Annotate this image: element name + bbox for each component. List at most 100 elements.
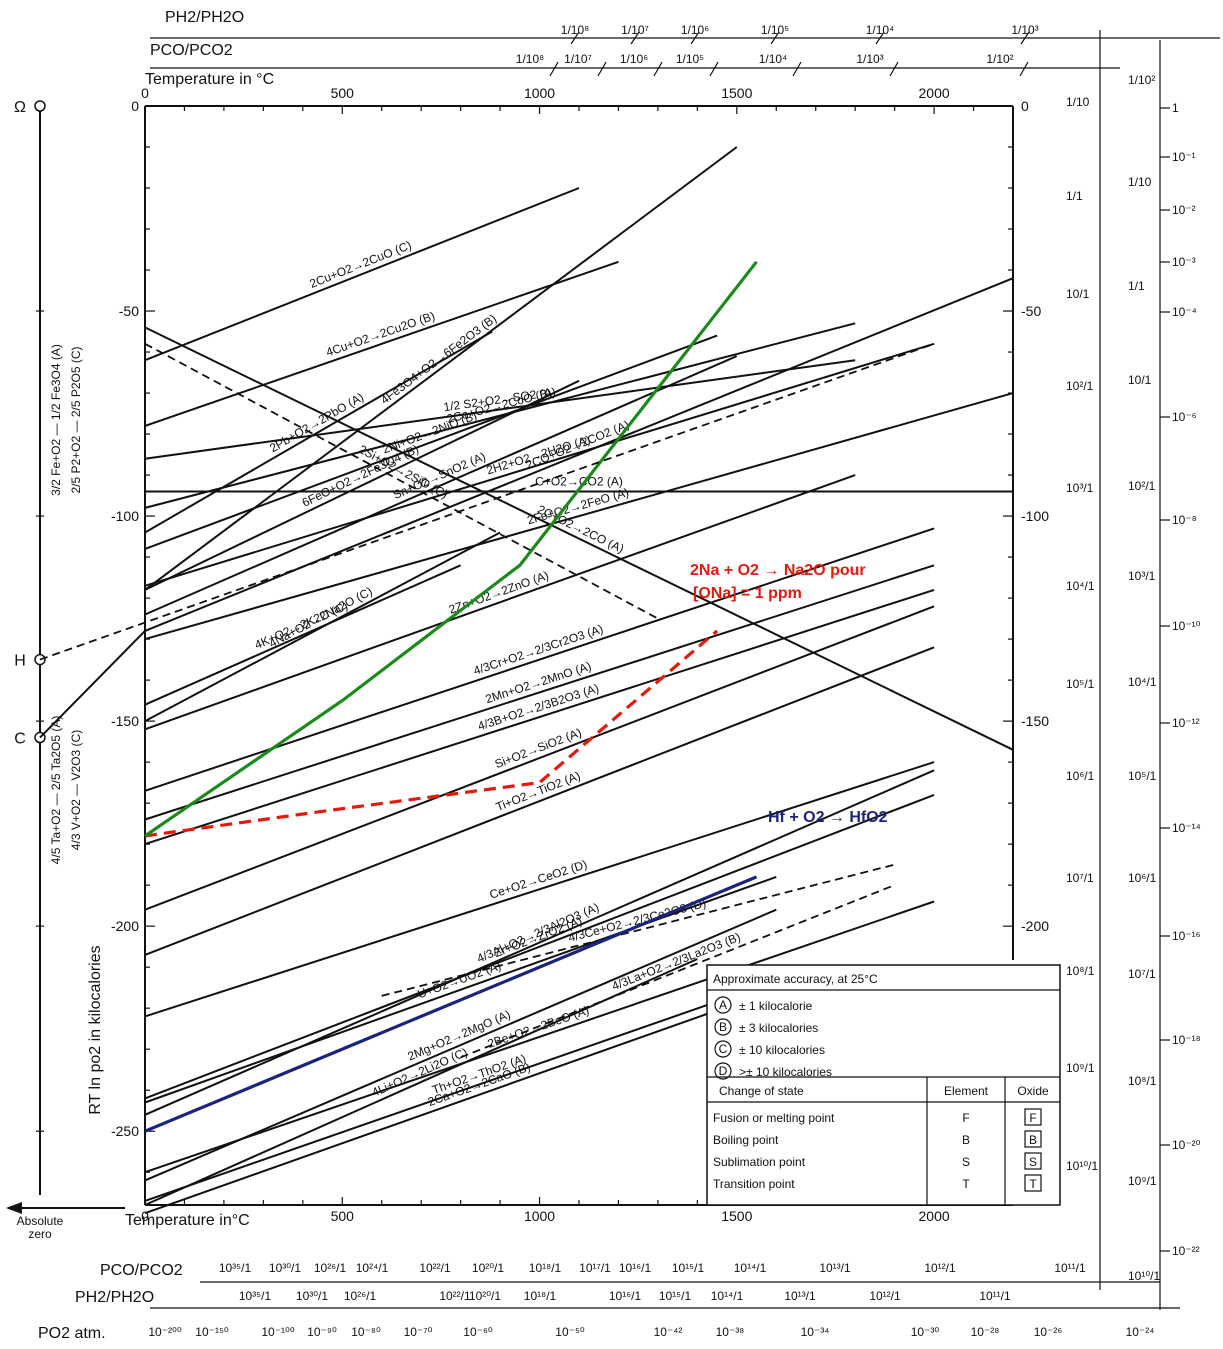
legend-state-oxide: B [1029, 1133, 1037, 1147]
legend-symbol: A [719, 998, 727, 1012]
right-middle-label: 10²/1 [1128, 479, 1156, 493]
bottom-po2-tick-label: 10⁻⁹⁰ [307, 1325, 337, 1339]
series-line-34 [144, 629, 719, 838]
legend-state-element: F [962, 1111, 969, 1125]
top-scale-pco-label: PCO/PCO2 [150, 42, 233, 59]
x-tick-label-top: 0 [141, 85, 149, 101]
series-label-17: 4Na+O2→2Na2O (C) [267, 584, 375, 650]
right-middle-label: 1/10 [1128, 175, 1152, 189]
right-inner-label: 10¹⁰/1 [1066, 1159, 1098, 1173]
bottom-po2-tick-label: 10⁻¹⁰⁰ [261, 1325, 294, 1339]
y-tick-label: -100 [111, 508, 139, 524]
right-outer-label: 10⁻¹ [1172, 150, 1196, 164]
top-ph2-tick-label: 1/10⁸ [561, 23, 589, 37]
bottom-po2-tick-label: 10⁻⁶⁰ [463, 1325, 493, 1339]
series-line-26 [381, 863, 895, 997]
bottom-po2-tick-label: 10⁻³⁴ [801, 1325, 830, 1339]
legend-element-header: Element [944, 1084, 989, 1098]
series-line-21 [144, 605, 935, 911]
absolute-zero-arrowhead [6, 1202, 22, 1214]
bottom-ph2-tick-label: 10³⁵/1 [239, 1289, 272, 1303]
legend-row-text: >± 10 kilocalories [739, 1065, 832, 1079]
bottom-ph2-tick-label: 10³⁰/1 [296, 1289, 328, 1303]
bottom-po2-tick-label: 10⁻⁸⁰ [351, 1325, 381, 1339]
right-middle-label: 10⁵/1 [1128, 769, 1157, 783]
right-outer-label: 10⁻² [1172, 203, 1196, 217]
legend-state-element: S [962, 1155, 970, 1169]
top-ph2-tick-label: 1/10³ [1011, 23, 1038, 37]
series-line-25 [144, 761, 935, 1018]
series-label-25: Ce+O2→CeO2 (D) [488, 857, 589, 902]
legend: Approximate accuracy, at 25°C A ± 1 kiloca… [706, 964, 1061, 1206]
left-annotation-0: 3/2 Fe+O2 — 1/2 Fe3O4 (A) [49, 344, 63, 496]
series-line-33 [144, 974, 817, 1215]
right-middle-label: 10³/1 [1128, 569, 1156, 583]
bottom-pco-tick-label: 10¹⁶/1 [619, 1261, 652, 1275]
left-annotation-1: 2/5 P2+O2 — 2/5 P2O5 (C) [69, 346, 83, 493]
legend-state-text: Boiling point [713, 1133, 779, 1147]
series-label-1: 2Cu+O2→2CuO (C) [308, 238, 414, 291]
right-middle-label: 10⁶/1 [1128, 871, 1157, 885]
legend-symbol: B [719, 1020, 727, 1034]
top-pco-tick [1019, 61, 1029, 77]
right-tick-label: -50 [1021, 303, 1041, 319]
series-line-8 [144, 322, 856, 509]
legend-state-box [1024, 1174, 1042, 1192]
annotation-red-2: [ONa] = 1 ppm [693, 585, 802, 602]
bottom-po2-label: PO2 atm. [38, 1325, 106, 1342]
series-line-3 [144, 330, 493, 534]
right-outer-label: 10⁻¹⁸ [1172, 1033, 1201, 1047]
series-label-22: Ti+O2→TiO2 (A) [494, 769, 582, 815]
y-axis-label: RT ln po2 in kilocalories [87, 945, 104, 1114]
right-outer-label: 1 [1172, 101, 1179, 115]
top-pco-tick [709, 61, 719, 77]
series-line-15 [144, 564, 462, 706]
top-ph2-tick [690, 31, 700, 45]
ray-C [39, 630, 146, 739]
legend-symbol-circle [714, 1040, 732, 1058]
bottom-ph2-tick-label: 10¹²/1 [869, 1289, 901, 1303]
right-tick-label: 0 [1021, 98, 1029, 114]
series-line-14 [144, 326, 1014, 751]
top-pco-tick [549, 61, 559, 77]
annotation-blue: Hf + O2 → HfO2 [768, 809, 888, 826]
x-tick-label-bottom: 1500 [721, 1208, 752, 1224]
top-scale-ph2-label: PH2/PH2O [165, 9, 244, 26]
right-tick-label: -200 [1021, 918, 1049, 934]
series-line-6 [144, 343, 659, 620]
x-tick-label-bottom: 2000 [919, 1208, 950, 1224]
right-middle-label: 10⁷/1 [1128, 967, 1156, 981]
x-tick-label-bottom: 0 [141, 1208, 149, 1224]
bottom-po2-tick-label: 10⁻¹⁵⁰ [195, 1325, 229, 1339]
series-label-2: 4Cu+O2→2Cu2O (B) [324, 309, 437, 360]
bottom-pco-tick-label: 10²⁰/1 [472, 1261, 504, 1275]
series-line-30 [144, 958, 698, 1206]
series-line-31 [144, 900, 935, 1174]
top-pco-tick [597, 61, 607, 77]
left-annotation-2: 4/5 Ta+O2 — 2/5 Ta2O5 (A) [49, 716, 63, 865]
top-ph2-tick [570, 31, 580, 45]
x-tick-label-bottom: 500 [331, 1208, 355, 1224]
series-line-2 [144, 260, 619, 427]
right-inner-label: 10⁹/1 [1066, 1061, 1095, 1075]
legend-state-box [1024, 1108, 1042, 1126]
right-inner-label: 1/1 [1066, 189, 1083, 203]
series-line-24 [144, 793, 935, 1100]
bottom-ph2-tick-label: 10¹⁸/1 [524, 1289, 557, 1303]
right-inner-label: 10⁷/1 [1066, 871, 1094, 885]
top-pco-tick [792, 61, 802, 77]
legend-state-text: Sublimation point [713, 1155, 806, 1169]
series-line-23 [144, 769, 935, 1116]
bottom-po2-tick-label: 10⁻⁵⁰ [555, 1325, 585, 1339]
x-tick-label-top: 500 [331, 85, 355, 101]
nomograph-point-label: C [14, 731, 26, 748]
x-tick-label-top: 1000 [524, 85, 555, 101]
legend-state-element: B [962, 1133, 970, 1147]
bottom-pco-tick-label: 10¹²/1 [924, 1261, 956, 1275]
legend-row-text: ± 3 kilocalories [739, 1021, 818, 1035]
ray-H [39, 342, 935, 661]
absolute-zero-label: Absolute [17, 1214, 64, 1228]
series-line-9 [144, 379, 580, 591]
y-tick-label: -250 [111, 1123, 139, 1139]
